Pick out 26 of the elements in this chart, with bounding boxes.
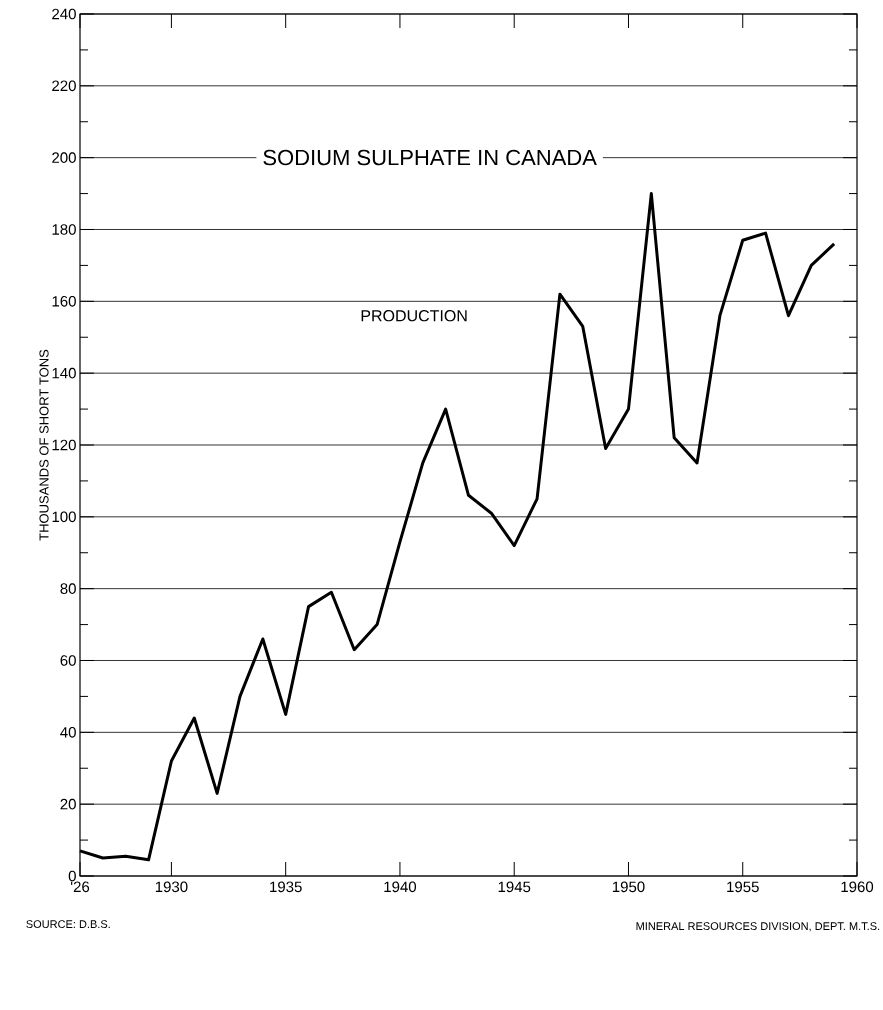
y-tick-label: 100 xyxy=(52,511,76,523)
y-tick-label: 120 xyxy=(52,439,76,451)
text: SODIUM SULPHATE IN CANADA xyxy=(263,149,597,166)
y-axis-title: THOUSANDS OF SHORT TONS xyxy=(39,349,49,541)
y-tick-label: 60 xyxy=(60,655,76,666)
y-tick-label: 240 xyxy=(52,8,76,20)
y-tick-label: 220 xyxy=(52,80,76,92)
x-tick-label: '26 xyxy=(70,881,90,893)
y-tick-label: 140 xyxy=(52,367,76,379)
text: PRODUCTION xyxy=(361,310,467,322)
text: MINERAL RESOURCES DIVISION, DEPT. M.T.S. xyxy=(636,922,880,932)
y-tick-label: 80 xyxy=(60,583,76,594)
y-tick-label: 40 xyxy=(60,727,76,738)
y-tick-label: 160 xyxy=(52,296,76,307)
x-tick-label: 1955 xyxy=(727,881,759,893)
y-tick-label: 180 xyxy=(52,224,76,235)
x-tick-label: 1930 xyxy=(155,881,188,893)
x-tick-label: 1940 xyxy=(384,881,417,893)
source-note: SOURCE: D.B.S. xyxy=(26,920,110,928)
x-tick-label: 1950 xyxy=(612,881,645,893)
y-tick-label: 0 xyxy=(68,870,76,882)
x-tick-label: 1945 xyxy=(498,881,531,893)
x-tick-label: 1935 xyxy=(270,881,302,893)
y-tick-label: 20 xyxy=(60,798,76,810)
x-tick-label: 1960 xyxy=(841,881,874,893)
y-tick-label: 200 xyxy=(52,152,76,163)
